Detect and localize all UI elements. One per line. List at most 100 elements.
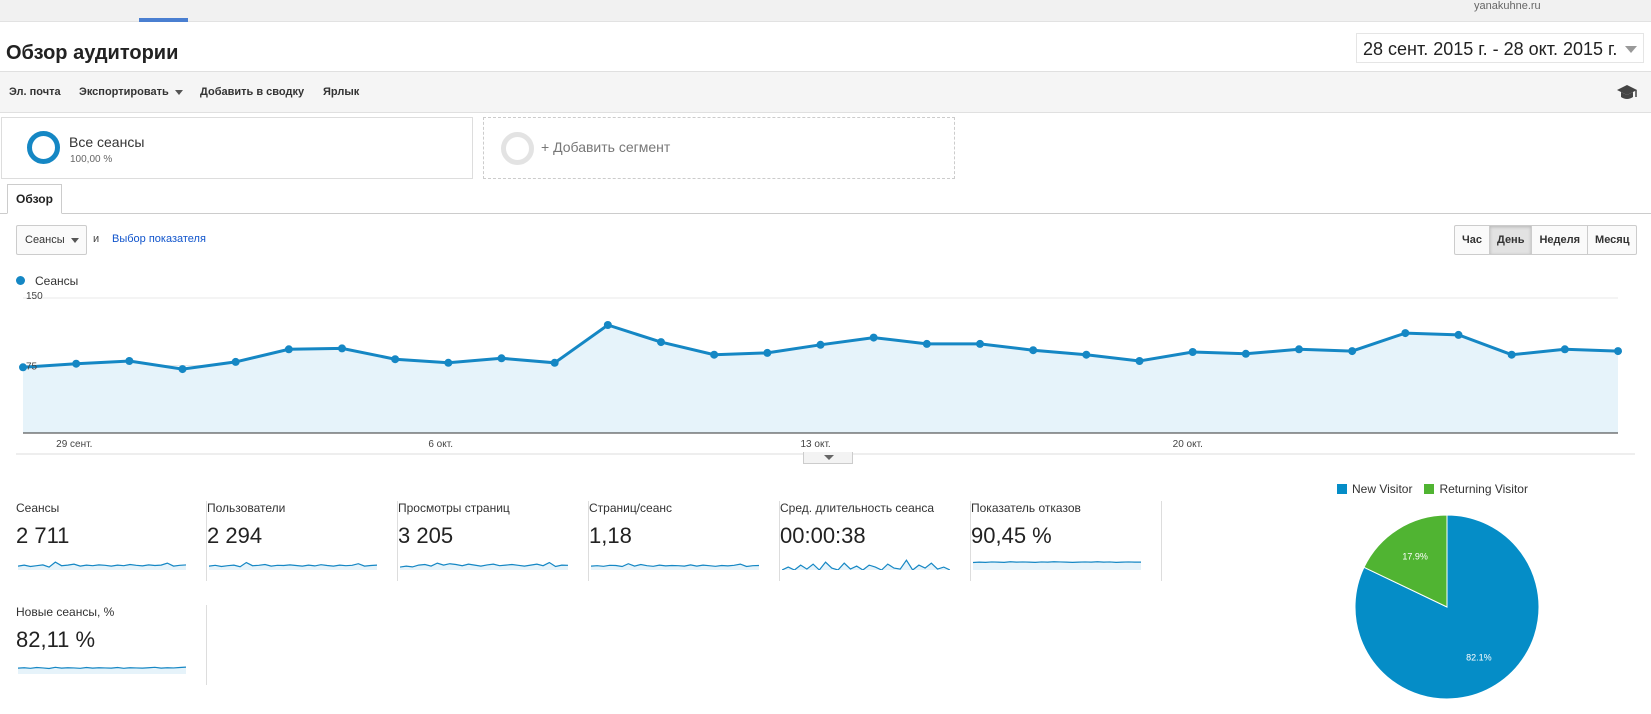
kpi-sparkline [782, 559, 950, 570]
x-tick-label: 20 окт. [1173, 439, 1203, 450]
tab-overview[interactable]: Обзор [7, 184, 62, 214]
kpi-label: Новые сеансы, % [16, 605, 115, 619]
kpi-divider [970, 501, 971, 581]
email-button[interactable]: Эл. почта [9, 86, 61, 98]
kpi-card[interactable]: Страниц/сеанс 1,18 [589, 501, 780, 581]
area-fill [23, 325, 1618, 433]
page-title: Обзор аудитории [6, 42, 179, 64]
kpi-value: 1,18 [589, 523, 632, 548]
x-tick-label: 6 окт. [428, 439, 453, 450]
metric-select[interactable]: Сеансы [16, 225, 87, 255]
add-segment-button[interactable]: + Добавить сегмент [483, 117, 955, 179]
data-point [1188, 348, 1197, 356]
kpi-card[interactable]: Новые сеансы, % 82,11 % [16, 605, 207, 685]
data-point [1507, 350, 1516, 359]
period-week-button[interactable]: Неделя [1531, 226, 1587, 254]
kpi-divider [588, 501, 589, 581]
kpi-divider [779, 501, 780, 581]
data-point [976, 339, 984, 348]
data-point [178, 365, 187, 374]
kpi-label: Сеансы [16, 501, 60, 515]
data-point [869, 333, 878, 342]
sparkline-line [400, 561, 568, 568]
legend-swatch [1424, 484, 1435, 494]
kpi-card[interactable]: Сеансы 2 711 [16, 501, 207, 581]
kpi-value: 82,11 % [16, 627, 96, 652]
data-point [657, 338, 665, 347]
pie-legend-returning: Returning Visitor [1424, 482, 1528, 496]
data-point [1401, 329, 1410, 338]
data-point [284, 345, 293, 354]
kpi-sparkline [18, 561, 186, 570]
period-day-button[interactable]: День [1488, 226, 1532, 254]
kpi-label: Пользователи [207, 501, 286, 515]
data-point [603, 321, 612, 329]
data-point [125, 357, 134, 365]
period-hour-button[interactable]: Час [1462, 234, 1482, 246]
sparkline-line [973, 561, 1141, 564]
data-point [338, 344, 346, 353]
kpi-divider [206, 501, 207, 581]
kpi-sparkline [18, 666, 186, 674]
kpi-card[interactable]: Показатель отказов 90,45 % [971, 501, 1162, 581]
data-point [72, 359, 81, 368]
caret-down-icon [824, 455, 834, 460]
segment-percent: 100,00 % [70, 154, 113, 165]
graduation-cap-icon[interactable] [1616, 82, 1638, 102]
data-point [1295, 345, 1303, 354]
caret-down-icon [71, 238, 79, 243]
shortcut-button[interactable]: Ярлык [323, 86, 360, 98]
data-point [1082, 350, 1091, 359]
sparkline-line [591, 563, 759, 568]
data-point [922, 339, 931, 348]
pie-slice [1354, 514, 1540, 700]
add-to-dashboard-button[interactable]: Добавить в сводку [200, 86, 305, 98]
data-point [710, 350, 719, 359]
sparkline-fill [400, 562, 568, 570]
sparkline-fill [18, 562, 186, 570]
segment-all-sessions[interactable]: Все сеансы 100,00 % [1, 117, 473, 179]
visitor-type-pie: 82.1% 17.9% [1354, 514, 1540, 700]
kpi-card[interactable]: Просмотры страниц 3 205 [398, 501, 589, 581]
kpi-label: Показатель отказов [971, 501, 1081, 515]
kpi-label: Сред. длительность сеанса [780, 501, 935, 515]
sparkline-fill [209, 562, 377, 570]
period-toggle: Час День Неделя Месяц [1454, 225, 1638, 255]
top-tab-indicator [139, 18, 188, 22]
kpi-value: 00:00:38 [780, 523, 866, 548]
sparkline-fill [782, 560, 950, 570]
x-tick-label: 13 окт. [801, 439, 831, 450]
legend-swatch [1337, 484, 1347, 494]
data-point [1614, 347, 1622, 356]
data-point [816, 340, 825, 349]
and-label: и [93, 233, 100, 245]
kpi-card[interactable]: Сред. длительность сеанса 00:00:38 [780, 501, 971, 581]
kpi-card[interactable]: Пользователи 2 294 [207, 501, 398, 581]
sparkline-fill [591, 563, 759, 570]
caret-down-icon [174, 89, 183, 95]
chevron-down-icon [1625, 46, 1638, 53]
top-strip [0, 0, 1651, 22]
y-tick-label: 150 [26, 291, 43, 302]
data-point [444, 358, 453, 367]
data-point [1454, 330, 1463, 339]
segment-placeholder-ring-icon [501, 132, 534, 165]
data-point [763, 348, 772, 357]
sparkline-line [18, 561, 186, 568]
select-metric-link[interactable]: Выбор показателя [112, 233, 206, 245]
sparkline-fill [18, 667, 186, 674]
sparkline-line [209, 561, 377, 568]
pie-legend-returning-label: Returning Visitor [1439, 482, 1528, 496]
kpi-label: Просмотры страниц [398, 501, 510, 515]
pie-legend-new: New Visitor [1337, 482, 1412, 496]
series-legend-label: Сеансы [35, 274, 79, 288]
sparkline-line [782, 559, 950, 570]
period-month-button[interactable]: Месяц [1587, 226, 1636, 254]
export-button[interactable]: Экспортировать [79, 86, 183, 98]
date-range-picker[interactable]: 28 сент. 2015 г. - 28 окт. 2015 г. [1356, 33, 1645, 63]
kpi-sparkline [591, 563, 759, 570]
data-point [1029, 346, 1038, 355]
chart-expand-toggle[interactable] [803, 452, 853, 464]
pie-slice-label: 82.1% [1466, 653, 1492, 663]
export-label: Экспортировать [79, 86, 169, 98]
